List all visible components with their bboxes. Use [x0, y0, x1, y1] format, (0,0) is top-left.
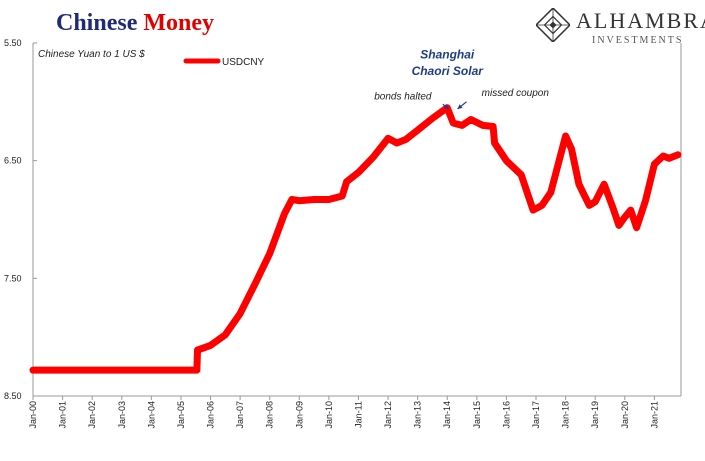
data-point	[290, 198, 294, 201]
data-point	[653, 162, 656, 166]
data-point	[493, 141, 496, 145]
x-tick-label: Jan-21	[649, 401, 659, 429]
data-point	[617, 224, 621, 227]
data-point	[31, 368, 35, 372]
data-point	[588, 204, 591, 207]
data-point	[570, 147, 573, 151]
data-point	[520, 173, 523, 176]
x-tick-label: Jan-01	[58, 401, 68, 429]
data-point	[431, 117, 434, 120]
data-point	[505, 159, 508, 162]
data-point	[623, 215, 626, 219]
diamond-lattice-icon	[536, 8, 570, 42]
data-point	[540, 204, 544, 207]
data-point	[312, 198, 316, 201]
x-tick-label: Jan-19	[590, 401, 600, 429]
data-point	[667, 157, 671, 160]
x-tick-label: Jan-14	[442, 401, 452, 429]
data-point	[577, 183, 581, 186]
chart-title-main: Chinese	[56, 10, 138, 36]
x-tick-label: Jan-09	[294, 401, 304, 429]
data-point	[341, 194, 344, 198]
data-point	[611, 206, 615, 209]
x-tick-label: Jan-12	[383, 401, 393, 429]
brand-logo: ALHAMBRA INVESTMENTS	[536, 6, 705, 50]
data-point	[629, 208, 632, 212]
series-line-usdcny	[29, 104, 682, 374]
x-tick-label: Jan-02	[87, 401, 97, 429]
y-tick-label: 8.50	[4, 391, 22, 401]
y-tick-label: 6.50	[4, 156, 22, 166]
data-point	[253, 283, 257, 286]
x-tick-label: Jan-03	[117, 401, 127, 429]
x-tick-label: Jan-00	[28, 401, 38, 429]
chart-title-accent: Money	[143, 10, 214, 36]
data-point	[196, 348, 199, 352]
data-point	[602, 183, 606, 186]
data-point	[469, 118, 473, 121]
x-tick-label: Jan-08	[265, 401, 275, 429]
x-tick-label: Jan-15	[472, 401, 482, 429]
legend-label: USDCNY	[222, 57, 265, 68]
data-point	[460, 124, 464, 127]
x-tick-label: Jan-17	[531, 401, 541, 429]
data-point	[298, 199, 301, 202]
chart-labels: 5.50 6.50 7.50 8.50 Jan-00 Jan-01 Jan-02 Jan-03…	[4, 38, 659, 429]
data-point	[491, 125, 495, 128]
data-point	[209, 344, 212, 347]
x-tick-label: Jan-13	[413, 401, 423, 429]
data-point	[481, 124, 484, 127]
data-point	[416, 128, 419, 132]
data-point	[404, 138, 408, 141]
y-axis-title: Chinese Yuan to 1 US $	[38, 49, 145, 60]
chart-axes	[32, 42, 682, 400]
data-point	[283, 212, 286, 215]
data-point	[327, 198, 331, 201]
y-tick-label: 7.50	[4, 273, 22, 283]
data-point	[386, 137, 390, 140]
data-point	[676, 153, 680, 156]
data-point	[195, 368, 199, 372]
x-tick-label: Jan-20	[620, 401, 630, 429]
data-point	[593, 200, 597, 204]
brand-subtitle: INVESTMENTS	[592, 35, 684, 46]
brand-name: ALHAMBRA	[576, 8, 705, 33]
annotation-arrow-head	[457, 104, 463, 109]
x-tick-label: Jan-04	[146, 401, 156, 429]
data-point	[644, 199, 647, 202]
x-tick-label: Jan-16	[501, 401, 511, 429]
data-point	[224, 333, 227, 337]
data-point	[549, 191, 553, 194]
x-tick-label: Jan-07	[235, 401, 245, 429]
data-point	[395, 141, 399, 145]
data-point	[451, 121, 455, 125]
data-point	[345, 180, 348, 184]
data-point	[372, 155, 375, 159]
x-tick-label: Jan-11	[353, 401, 363, 428]
chart-series	[29, 104, 682, 374]
data-point	[238, 312, 242, 315]
data-point	[635, 226, 638, 229]
x-tick-label: Jan-05	[176, 401, 186, 429]
data-point	[531, 208, 535, 212]
annotation-heading: Shanghai	[420, 47, 475, 61]
annotation-arrow-head	[443, 104, 449, 109]
data-point	[564, 134, 567, 138]
y-tick-label: 5.50	[4, 38, 22, 48]
x-tick-label: Jan-10	[324, 401, 334, 429]
data-point	[662, 154, 665, 158]
x-tick-label: Jan-18	[561, 401, 571, 429]
chart-title: Chinese Money	[0, 10, 270, 37]
data-point	[357, 171, 360, 174]
data-point	[268, 252, 271, 255]
x-tick-label: Jan-06	[206, 401, 216, 429]
annotation-label: missed coupon	[482, 88, 550, 99]
annotation-label: bonds halted	[374, 91, 432, 102]
annotation-heading: Chaori Solar	[412, 64, 485, 78]
